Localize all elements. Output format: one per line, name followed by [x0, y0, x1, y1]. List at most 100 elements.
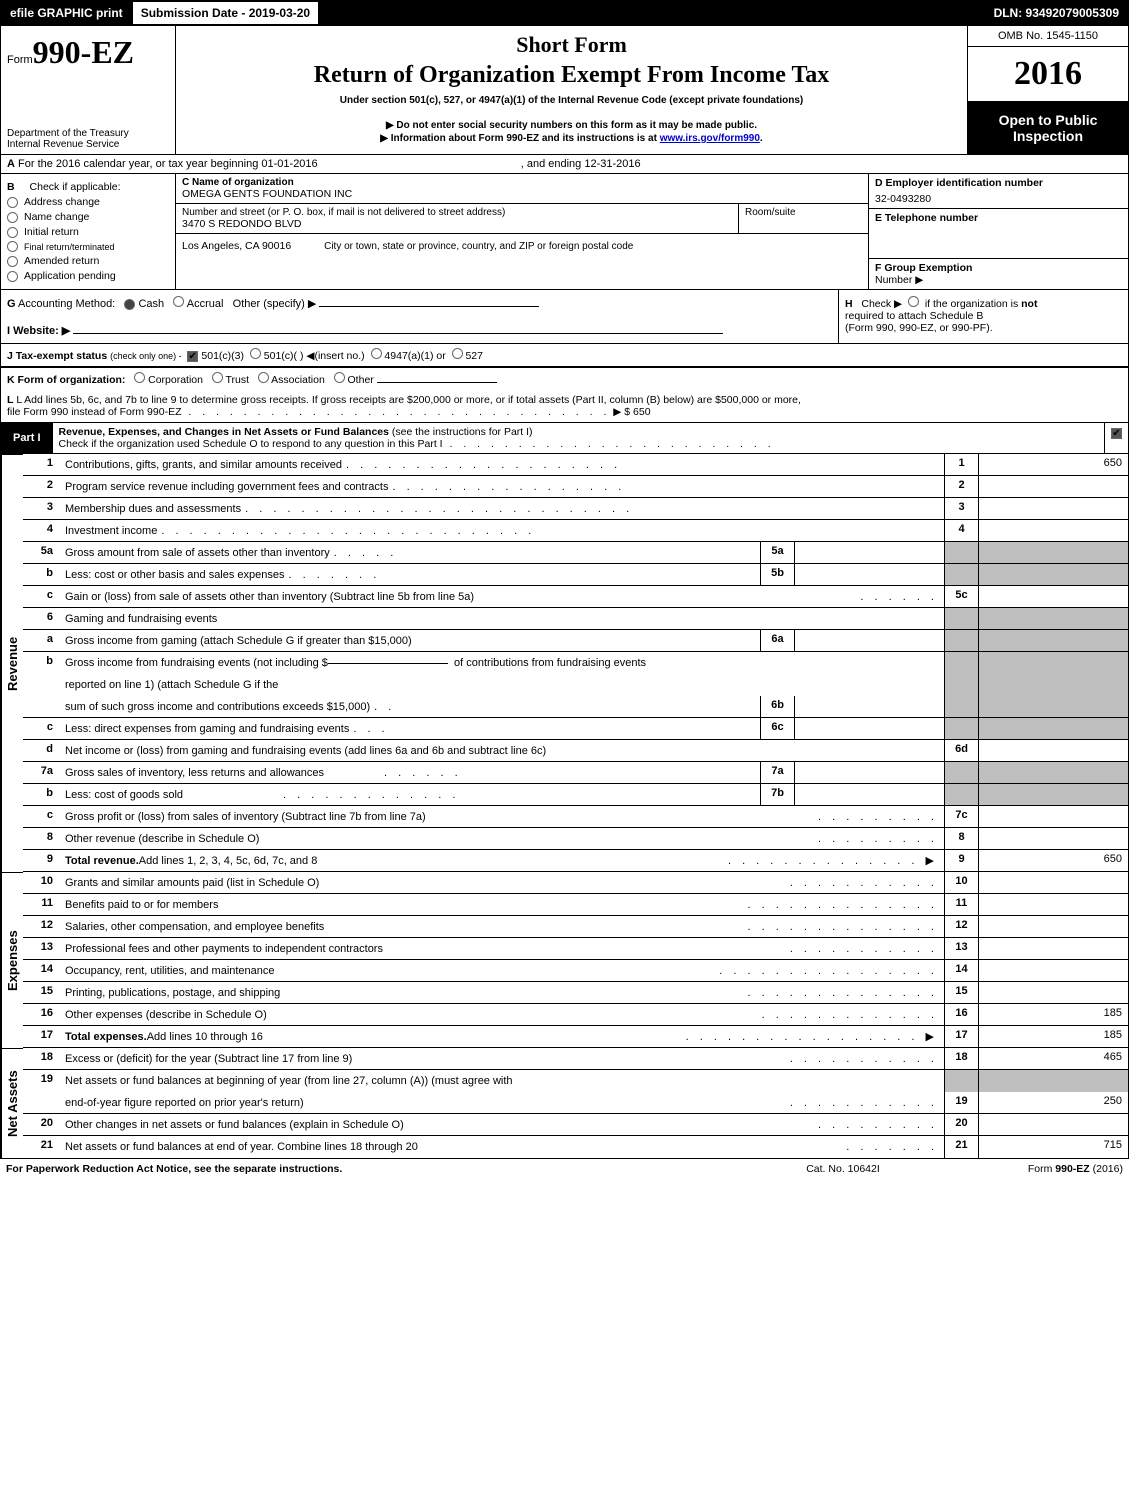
line-2: 2 Program service revenue including gove…	[23, 476, 1128, 498]
title-column: Short Form Return of Organization Exempt…	[176, 26, 968, 154]
line-6b-amount-field[interactable]	[328, 663, 448, 664]
form-page: efile GRAPHIC print Submission Date - 20…	[0, 0, 1129, 1179]
line-3: 3 Membership dues and assessments. . . .…	[23, 498, 1128, 520]
radio-amended-return[interactable]	[7, 256, 18, 267]
radio-accrual[interactable]	[173, 296, 184, 307]
line-19-box: 19	[944, 1092, 978, 1113]
line-15: 15 Printing, publications, postage, and …	[23, 982, 1128, 1004]
top-spacer	[320, 0, 983, 26]
line-2-desc: Program service revenue including govern…	[65, 481, 388, 493]
line-7a-desc: Gross sales of inventory, less returns a…	[65, 767, 324, 779]
radio-application-pending[interactable]	[7, 271, 18, 282]
radio-cash[interactable]	[124, 299, 135, 310]
radio-association[interactable]	[258, 372, 269, 383]
line-6d-no: d	[23, 740, 59, 761]
line-5a-no: 5a	[23, 542, 59, 563]
other-specify-field[interactable]	[319, 306, 539, 307]
line-15-no: 15	[23, 982, 59, 1003]
radio-name-change[interactable]	[7, 212, 18, 223]
box-c: C Name of organization OMEGA GENTS FOUND…	[176, 174, 868, 289]
line-6a: a Gross income from gaming (attach Sched…	[23, 630, 1128, 652]
line-1-desc: Contributions, gifts, grants, and simila…	[65, 459, 342, 471]
line-6d-desc: Net income or (loss) from gaming and fun…	[65, 745, 546, 757]
radio-501c[interactable]	[250, 348, 261, 359]
radio-527[interactable]	[452, 348, 463, 359]
line-7a-dots: . . . . . .	[384, 767, 462, 779]
line-6b-1: b Gross income from fundraising events (…	[23, 652, 1128, 674]
line-12-desc: Salaries, other compensation, and employ…	[65, 921, 324, 933]
line-5c-desc: Gain or (loss) from sale of assets other…	[65, 591, 474, 603]
line-20: 20 Other changes in net assets or fund b…	[23, 1114, 1128, 1136]
line-8: 8 Other revenue (describe in Schedule O)…	[23, 828, 1128, 850]
line-14-val	[978, 960, 1128, 981]
line-14-dots: . . . . . . . . . . . . . . . .	[719, 965, 938, 977]
website-field[interactable]	[73, 333, 723, 334]
line-10-dots: . . . . . . . . . . .	[790, 877, 938, 889]
line-18-val: 465	[978, 1048, 1128, 1069]
form-number: 990-EZ	[33, 34, 134, 70]
line-7c-dots: . . . . . . . . .	[818, 811, 938, 823]
line-4-no: 4	[23, 520, 59, 541]
omb-number: OMB No. 1545-1150	[968, 26, 1128, 47]
line-5b-sub: 5b	[760, 564, 794, 585]
line-16-val: 185	[978, 1004, 1128, 1025]
line-7b-shade1	[944, 784, 978, 805]
line-5c-val	[978, 586, 1128, 607]
irs-link[interactable]: www.irs.gov/form990	[660, 133, 760, 144]
radio-schedule-b[interactable]	[908, 296, 919, 307]
h-line2: required to attach Schedule B	[845, 310, 983, 322]
checkbox-schedule-o[interactable]	[1111, 428, 1122, 439]
line-10-val	[978, 872, 1128, 893]
line-7b-shade2	[978, 784, 1128, 805]
line-5c-box: 5c	[944, 586, 978, 607]
line-10-desc: Grants and similar amounts paid (list in…	[65, 877, 319, 889]
open-line1: Open to Public	[972, 112, 1124, 128]
line-1: 1 Contributions, gifts, grants, and simi…	[23, 454, 1128, 476]
line-17: 17 Total expenses. Add lines 10 through …	[23, 1026, 1128, 1048]
line-7b-no: b	[23, 784, 59, 805]
form-990ez-label: Form990-EZ	[1, 26, 175, 75]
line-5a-desc: Gross amount from sale of assets other t…	[65, 547, 330, 559]
opt-amended: Amended return	[24, 255, 99, 267]
line-14-desc: Occupancy, rent, utilities, and maintena…	[65, 965, 275, 977]
line-6b-desc3: reported on line 1) (attach Schedule G i…	[65, 679, 278, 691]
letter-b: B	[7, 181, 15, 193]
line-5b-desc: Less: cost or other basis and sales expe…	[65, 569, 285, 581]
line-18-no: 18	[23, 1048, 59, 1069]
radio-other-org[interactable]	[334, 372, 345, 383]
info-suffix: .	[760, 133, 763, 144]
line-13-val	[978, 938, 1128, 959]
department-label: Department of the Treasury Internal Reve…	[1, 124, 175, 154]
efile-print-button[interactable]: efile GRAPHIC print	[0, 0, 133, 26]
opt-corp: Corporation	[148, 374, 203, 386]
line-3-val	[978, 498, 1128, 519]
line-7b: b Less: cost of goods sold. . . . . . . …	[23, 784, 1128, 806]
radio-4947[interactable]	[371, 348, 382, 359]
radio-address-change[interactable]	[7, 197, 18, 208]
open-to-public: Open to Public Inspection	[968, 102, 1128, 154]
radio-corporation[interactable]	[134, 372, 145, 383]
line-19-shade1	[944, 1070, 978, 1092]
h-text1b: if the organization is	[925, 298, 1018, 310]
line-6b-subval	[794, 696, 944, 717]
letter-g: G	[7, 298, 16, 310]
line-6b-no: b	[23, 652, 59, 674]
checkbox-501c3[interactable]	[187, 351, 198, 362]
radio-final-return[interactable]	[7, 241, 18, 252]
dln-number: DLN: 93492079005309	[984, 0, 1129, 26]
line-6b-shade4	[978, 674, 1128, 696]
line-6c-subval	[794, 718, 944, 739]
row-l: L L Add lines 5b, 6c, and 7b to line 9 t…	[0, 390, 1129, 423]
line-8-dots: . . . . . . . . .	[818, 833, 938, 845]
line-9-box: 9	[944, 850, 978, 871]
line-16: 16 Other expenses (describe in Schedule …	[23, 1004, 1128, 1026]
radio-trust[interactable]	[212, 372, 223, 383]
box-c-label: C Name of organization	[182, 177, 862, 188]
line-15-dots: . . . . . . . . . . . . . .	[747, 987, 938, 999]
radio-initial-return[interactable]	[7, 227, 18, 238]
other-org-field[interactable]	[377, 382, 497, 383]
city-label: City or town, state or province, country…	[324, 241, 633, 252]
line-7a-no: 7a	[23, 762, 59, 783]
line-9-desc: Total revenue.	[65, 855, 139, 867]
line-12-no: 12	[23, 916, 59, 937]
